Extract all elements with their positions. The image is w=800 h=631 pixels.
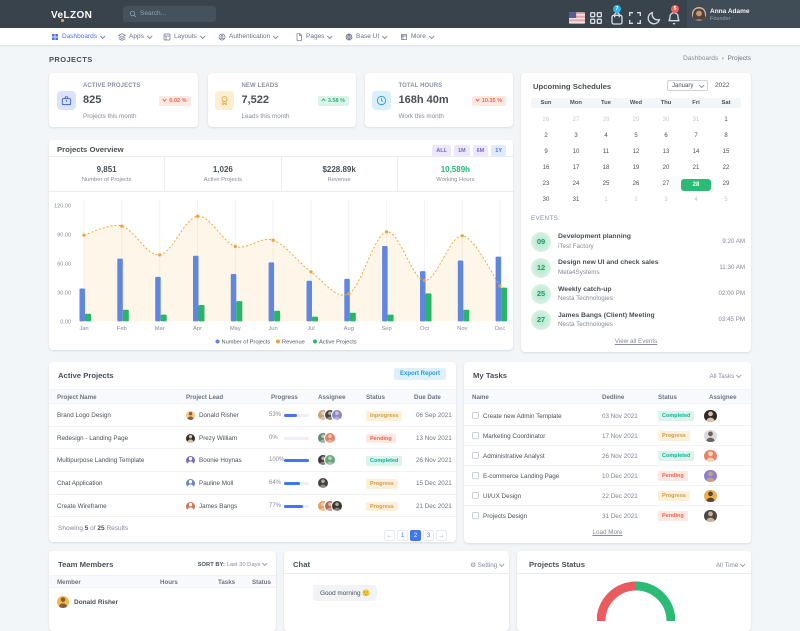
svg-text:Oct: Oct bbox=[420, 326, 429, 332]
svg-text:Jan: Jan bbox=[79, 326, 88, 332]
svg-text:Mar: Mar bbox=[155, 326, 165, 332]
svg-text:30.00: 30.00 bbox=[57, 290, 71, 296]
svg-text:Number of Projects: Number of Projects bbox=[222, 340, 271, 346]
svg-text:Jun: Jun bbox=[268, 326, 277, 332]
svg-text:Feb: Feb bbox=[117, 326, 127, 332]
svg-text:120.00: 120.00 bbox=[54, 203, 71, 209]
svg-text:Sep: Sep bbox=[381, 326, 391, 332]
svg-text:0.00: 0.00 bbox=[60, 319, 71, 325]
svg-text:Nov: Nov bbox=[457, 326, 467, 332]
svg-text:Dec: Dec bbox=[495, 326, 505, 332]
svg-text:60.00: 60.00 bbox=[57, 261, 71, 267]
svg-text:90.00: 90.00 bbox=[57, 232, 71, 238]
svg-text:Revenue: Revenue bbox=[282, 340, 305, 346]
svg-text:Active Projects: Active Projects bbox=[319, 340, 357, 346]
svg-text:Jul: Jul bbox=[307, 326, 314, 332]
svg-text:May: May bbox=[230, 326, 241, 332]
svg-text:Apr: Apr bbox=[193, 326, 202, 332]
svg-text:Aug: Aug bbox=[344, 326, 354, 332]
